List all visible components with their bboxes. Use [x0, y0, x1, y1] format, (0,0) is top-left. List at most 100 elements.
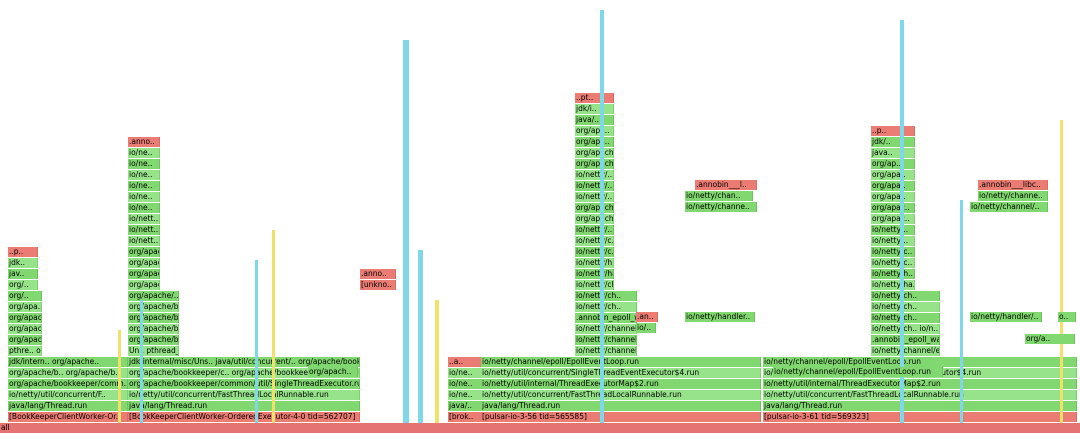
- flame-frame[interactable]: org/apac..: [8, 324, 42, 334]
- flame-frame[interactable]: org/apache/bookk..: [128, 313, 180, 323]
- flame-frame[interactable]: org/apache/..: [128, 291, 180, 301]
- flame-frame[interactable]: io/netty/ch..: [871, 302, 941, 312]
- flame-frame-extra[interactable]: io/netty/channel/epoll/EpollEventLoop.ru…: [773, 367, 943, 377]
- flame-frame[interactable]: io/netty/channel/e.. io/netty/util/co..: [575, 324, 637, 334]
- flame-frame[interactable]: io/netty/channel/e.. io/netty/util/concu…: [575, 335, 637, 345]
- flame-frame[interactable]: io/netty/util/concurrent/FastThreadLocal…: [128, 390, 360, 400]
- flame-frame[interactable]: org/apac..: [871, 214, 915, 224]
- flame-frame[interactable]: io/netty/channel/epoll/EpollEventLoop.ru…: [763, 357, 1077, 367]
- flame-frame[interactable]: io/ne..: [128, 203, 161, 213]
- flame-frame[interactable]: io/ne..: [128, 148, 161, 158]
- flame-frame[interactable]: org/..: [8, 291, 42, 301]
- flame-frame[interactable]: io/netty/util/internal/ThreadExecutorMap…: [763, 379, 1077, 389]
- flame-frame[interactable]: org/apache/bookke..: [128, 324, 180, 334]
- flame-frame[interactable]: io/nett..: [128, 225, 161, 235]
- flame-frame[interactable]: io/netty/channel/epoll/EpollEventLoop.ru…: [481, 357, 761, 367]
- flame-frame[interactable]: io/ne..: [448, 368, 482, 378]
- flame-frame-extra[interactable]: io/netty/channe..: [978, 191, 1048, 201]
- flame-frame[interactable]: io/netty/..: [575, 181, 615, 191]
- flame-frame[interactable]: io/nett..: [128, 214, 161, 224]
- flame-frame[interactable]: org/apache/..: [128, 269, 161, 279]
- flame-frame[interactable]: io/netty/ha..: [871, 280, 915, 290]
- flame-frame[interactable]: org/apache/bookkeeper/c.. org/apache/boo…: [128, 368, 360, 378]
- flame-frame[interactable]: org/apache..: [128, 247, 161, 257]
- flame-frame[interactable]: org/apac..: [871, 203, 915, 213]
- flame-frame[interactable]: ..pt..: [575, 93, 615, 103]
- flame-frame[interactable]: io/netty/..: [871, 225, 915, 235]
- flame-frame[interactable]: ..a..: [448, 357, 482, 367]
- flame-frame[interactable]: jdk..: [8, 258, 38, 268]
- flame-frame[interactable]: jdk/..: [871, 137, 915, 147]
- flame-frame[interactable]: io/netty/ch.. io/n.. io/netty/util/con..: [871, 324, 941, 334]
- flame-frame[interactable]: io/netty/ch..: [575, 280, 615, 290]
- flame-frame-extra[interactable]: [unkno..: [360, 280, 396, 290]
- flame-frame[interactable]: jav..: [8, 269, 38, 279]
- flame-frame[interactable]: io/netty/..: [575, 225, 615, 235]
- flame-frame[interactable]: ..p..: [871, 126, 915, 136]
- flame-frame[interactable]: io/netty/util/concurrent/FastThreadLocal…: [763, 390, 1077, 400]
- flame-frame[interactable]: org/apache/..: [128, 258, 161, 268]
- flame-frame[interactable]: org/apache/..: [128, 280, 161, 290]
- flame-frame[interactable]: io/ne..: [128, 170, 161, 180]
- flame-frame[interactable]: .annobin_epoll_wa.. io/netty/cha.. io/ne…: [871, 335, 941, 345]
- flame-frame[interactable]: org/..: [8, 280, 38, 290]
- flame-frame[interactable]: org/apa..: [575, 137, 615, 147]
- flame-frame[interactable]: java/..: [448, 401, 482, 411]
- flame-frame[interactable]: .annobin_epoll_wa.. io/netty/handler..: [575, 313, 637, 323]
- flame-frame[interactable]: io/netty/..: [575, 192, 615, 202]
- flame-frame[interactable]: java..: [871, 148, 915, 158]
- flame-frame[interactable]: io/ne..: [448, 390, 482, 400]
- flame-frame[interactable]: io/netty/channel/epo.. io/netty/channel/…: [871, 346, 941, 356]
- flame-frame[interactable]: org/apa..: [575, 126, 615, 136]
- flame-frame[interactable]: .anno..: [128, 137, 161, 147]
- flame-frame[interactable]: org/apach..: [575, 159, 615, 169]
- flame-frame[interactable]: java/lang/Thread.run: [128, 401, 360, 411]
- flame-frame-extra[interactable]: org/apach..: [308, 367, 358, 377]
- flame-frame[interactable]: java/..: [575, 115, 615, 125]
- flame-frame-thread[interactable]: [pulsar-io-3-61 tid=569323]: [763, 412, 1077, 422]
- flame-frame[interactable]: io/netty/ch..: [575, 291, 637, 301]
- flame-frame-thread[interactable]: [BookKeeperClientWorker-Or..: [8, 412, 128, 422]
- flame-frame[interactable]: org/apac..: [8, 313, 42, 323]
- flame-frame[interactable]: org/apache/bookke..: [128, 335, 180, 345]
- flame-frame[interactable]: io/netty/c..: [575, 247, 615, 257]
- flame-frame[interactable]: org/apache/bookkeeper/comm..: [8, 379, 128, 389]
- flame-frame[interactable]: io/netty/ha..: [575, 269, 615, 279]
- flame-frame[interactable]: io/netty/ch..: [871, 313, 941, 323]
- flame-frame[interactable]: org/apach..: [575, 203, 615, 213]
- flame-frame-thread[interactable]: [brok..: [448, 412, 482, 422]
- flame-frame[interactable]: io/netty/..: [871, 236, 915, 246]
- flame-frame[interactable]: java/lang/Thread.run: [481, 401, 761, 411]
- flame-frame[interactable]: jdk/internal/misc/Uns.. java/util/concur…: [128, 357, 360, 367]
- flame-frame[interactable]: java/lang/Thread.run: [763, 401, 1077, 411]
- flame-frame-extra[interactable]: io/netty/handler/..: [970, 312, 1042, 322]
- flame-frame-thread[interactable]: [BookKeeperClientWorker-OrderedExecutor-…: [128, 412, 360, 422]
- flame-frame[interactable]: io/netty/c..: [575, 236, 615, 246]
- flame-frame[interactable]: java/lang/Thread.run: [8, 401, 128, 411]
- flame-frame-extra[interactable]: .an..: [636, 312, 658, 322]
- flame-frame[interactable]: org/ap..: [871, 159, 915, 169]
- flame-frame[interactable]: io/netty/h..: [575, 258, 615, 268]
- flame-frame[interactable]: io/netty/util/concurrent/FastThreadLocal…: [481, 390, 761, 400]
- flame-frame[interactable]: org/apa..: [871, 170, 915, 180]
- flame-frame[interactable]: org/apache/bookkeeper/common/util/Single…: [128, 379, 360, 389]
- flame-frame[interactable]: io/ne..: [128, 159, 161, 169]
- flame-frame-extra[interactable]: .annobin___libc..: [978, 180, 1048, 190]
- flame-frame[interactable]: io/netty/channel/epo.. io/netty/util/con…: [575, 346, 637, 356]
- flame-frame-extra[interactable]: .anno..: [360, 269, 396, 279]
- flame-frame[interactable]: org/apach..: [575, 148, 615, 158]
- flame-frame[interactable]: jdk/intern.. org/apache..: [8, 357, 128, 367]
- flame-frame-extra[interactable]: io/netty/chan..: [685, 191, 753, 201]
- flame-frame[interactable]: io/nett..: [128, 236, 161, 246]
- flame-frame-extra[interactable]: io/netty/channe..: [685, 202, 757, 212]
- flame-frame[interactable]: io/ne..: [448, 379, 482, 389]
- flame-frame[interactable]: org/apache/b.. org/apache/b..: [8, 368, 128, 378]
- flame-frame[interactable]: io/netty/c..: [871, 247, 915, 257]
- flame-frame-extra[interactable]: .annobin___l..: [695, 180, 757, 190]
- flame-frame[interactable]: io/netty/ch..: [575, 302, 637, 312]
- flame-frame[interactable]: org/apache..: [575, 214, 615, 224]
- flame-frame-extra[interactable]: io/netty/handler..: [685, 312, 755, 322]
- flame-frame[interactable]: io/netty/util/concurrent/SingleThreadEve…: [481, 368, 761, 378]
- flame-frame[interactable]: io/netty/h..: [871, 269, 915, 279]
- flame-frame[interactable]: org/apache/b.. or..: [128, 302, 180, 312]
